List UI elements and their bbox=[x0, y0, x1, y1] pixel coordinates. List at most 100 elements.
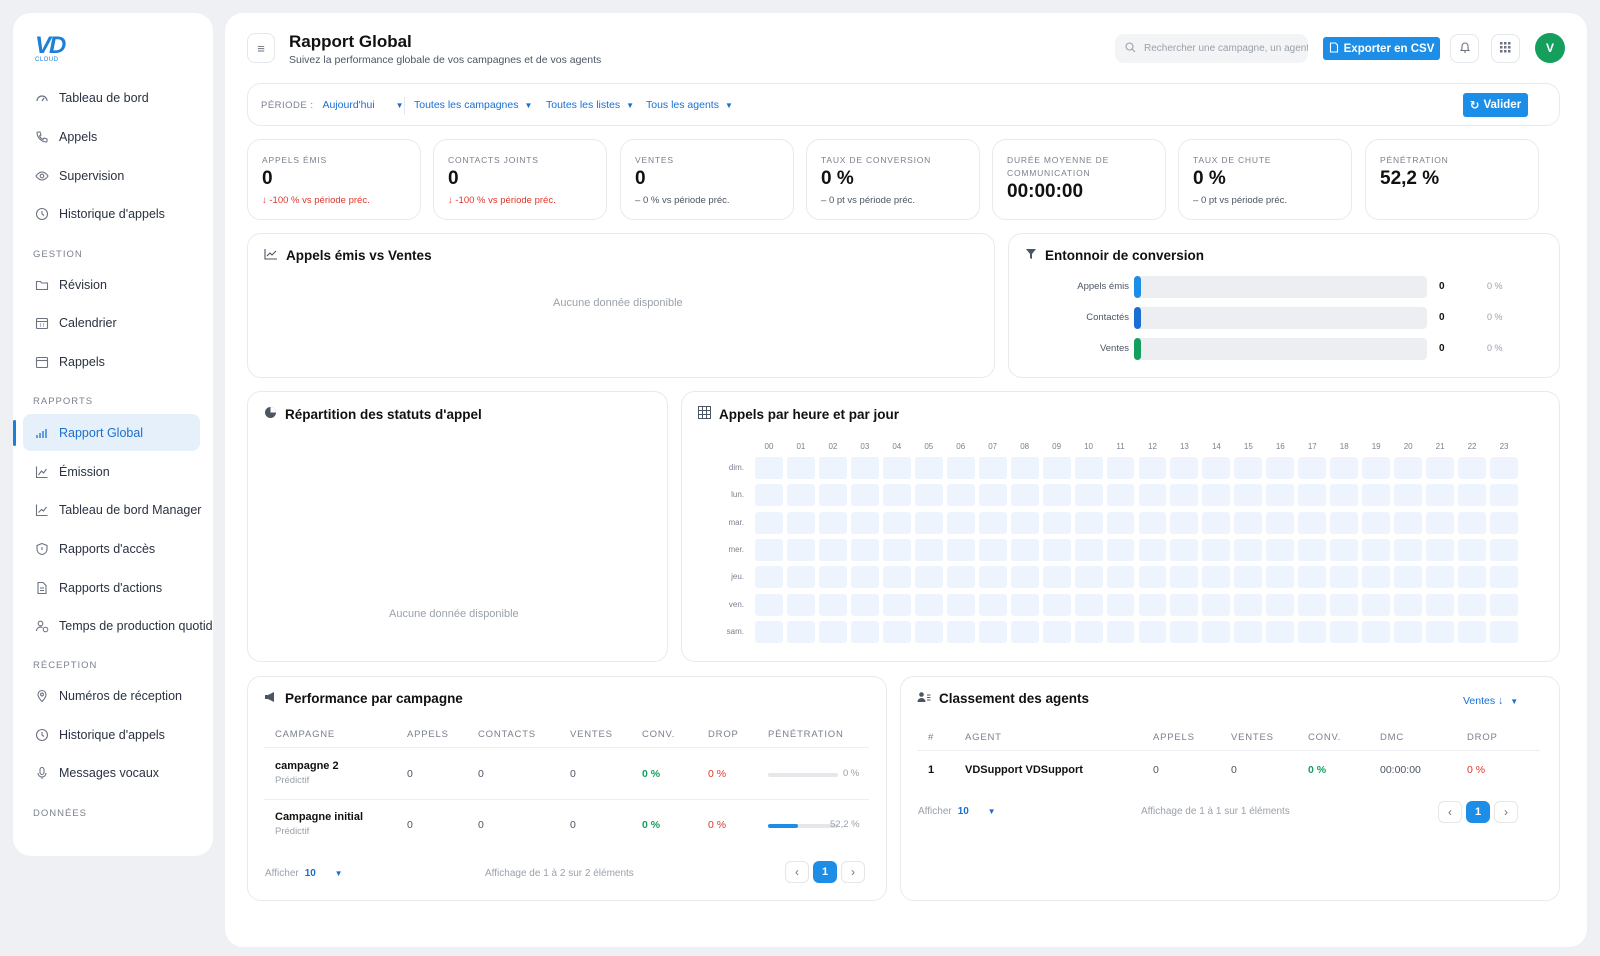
heatmap-cell[interactable] bbox=[1106, 538, 1135, 561]
heatmap-cell[interactable] bbox=[1266, 457, 1295, 479]
heatmap-cell[interactable] bbox=[786, 484, 815, 507]
sidebar-item-call-history[interactable]: Historique d'appels bbox=[23, 195, 200, 232]
heatmap-cell[interactable] bbox=[1010, 484, 1039, 507]
heatmap-cell[interactable] bbox=[1426, 457, 1455, 479]
heatmap-cell[interactable] bbox=[1202, 538, 1231, 561]
heatmap-cell[interactable] bbox=[1010, 538, 1039, 561]
heatmap-cell[interactable] bbox=[1234, 538, 1263, 561]
heatmap-cell[interactable] bbox=[1234, 620, 1263, 643]
heatmap-cell[interactable] bbox=[946, 538, 975, 561]
heatmap-cell[interactable] bbox=[1202, 593, 1231, 616]
heatmap-cell[interactable] bbox=[946, 484, 975, 507]
prev-page-button[interactable]: ‹ bbox=[785, 861, 809, 883]
heatmap-cell[interactable] bbox=[946, 566, 975, 589]
heatmap-cell[interactable] bbox=[1330, 593, 1359, 616]
column-header[interactable]: DMC bbox=[1380, 732, 1405, 743]
heatmap-cell[interactable] bbox=[978, 457, 1007, 479]
page-button[interactable]: 1 bbox=[1466, 801, 1490, 823]
heatmap-cell[interactable] bbox=[850, 457, 879, 479]
heatmap-cell[interactable] bbox=[1394, 484, 1423, 507]
heatmap-cell[interactable] bbox=[1106, 484, 1135, 507]
sidebar-item-reception-numbers[interactable]: Numéros de réception bbox=[23, 677, 200, 714]
page-size-select[interactable]: Afficher 10 ▼ bbox=[918, 806, 996, 817]
heatmap-cell[interactable] bbox=[882, 511, 911, 534]
heatmap-cell[interactable] bbox=[978, 484, 1007, 507]
heatmap-cell[interactable] bbox=[914, 511, 943, 534]
heatmap-cell[interactable] bbox=[850, 538, 879, 561]
heatmap-cell[interactable] bbox=[1362, 620, 1391, 643]
heatmap-cell[interactable] bbox=[1010, 593, 1039, 616]
heatmap-cell[interactable] bbox=[1106, 566, 1135, 589]
heatmap-cell[interactable] bbox=[1138, 538, 1167, 561]
heatmap-cell[interactable] bbox=[914, 620, 943, 643]
heatmap-cell[interactable] bbox=[1170, 593, 1199, 616]
heatmap-cell[interactable] bbox=[1266, 620, 1295, 643]
heatmap-cell[interactable] bbox=[1330, 566, 1359, 589]
heatmap-cell[interactable] bbox=[914, 538, 943, 561]
heatmap-cell[interactable] bbox=[850, 566, 879, 589]
sidebar-item-calendar[interactable]: Calendrier bbox=[23, 304, 200, 341]
column-header[interactable]: CAMPAGNE bbox=[275, 729, 336, 740]
heatmap-cell[interactable] bbox=[1170, 511, 1199, 534]
heatmap-cell[interactable] bbox=[755, 593, 783, 616]
heatmap-cell[interactable] bbox=[1490, 538, 1518, 561]
heatmap-cell[interactable] bbox=[1362, 538, 1391, 561]
heatmap-cell[interactable] bbox=[1362, 457, 1391, 479]
avatar[interactable]: V bbox=[1535, 33, 1565, 63]
sidebar-item-revision[interactable]: Révision bbox=[23, 266, 200, 303]
heatmap-cell[interactable] bbox=[755, 566, 783, 589]
sidebar-item-emission[interactable]: Émission bbox=[23, 453, 200, 490]
column-header[interactable]: VENTES bbox=[1231, 732, 1274, 743]
heatmap-cell[interactable] bbox=[882, 457, 911, 479]
heatmap-cell[interactable] bbox=[1458, 457, 1487, 479]
campaigns-filter[interactable]: Toutes les campagnes ▼ bbox=[414, 99, 532, 111]
heatmap-cell[interactable] bbox=[1394, 511, 1423, 534]
heatmap-cell[interactable] bbox=[1170, 484, 1199, 507]
heatmap-cell[interactable] bbox=[818, 620, 847, 643]
heatmap-cell[interactable] bbox=[850, 620, 879, 643]
heatmap-cell[interactable] bbox=[978, 566, 1007, 589]
heatmap-cell[interactable] bbox=[1202, 511, 1231, 534]
heatmap-cell[interactable] bbox=[1042, 511, 1071, 534]
heatmap-cell[interactable] bbox=[1202, 457, 1231, 479]
heatmap-cell[interactable] bbox=[1170, 538, 1199, 561]
sidebar-item-reception-history[interactable]: Historique d'appels bbox=[23, 716, 200, 753]
heatmap-cell[interactable] bbox=[978, 620, 1007, 643]
heatmap-cell[interactable] bbox=[1170, 620, 1199, 643]
heatmap-cell[interactable] bbox=[1010, 457, 1039, 479]
column-header[interactable]: AGENT bbox=[965, 732, 1002, 743]
heatmap-cell[interactable] bbox=[1458, 593, 1487, 616]
heatmap-cell[interactable] bbox=[1394, 620, 1423, 643]
brand-logo[interactable]: VD CLOUD bbox=[35, 33, 69, 75]
heatmap-cell[interactable] bbox=[1138, 593, 1167, 616]
column-header[interactable]: DROP bbox=[1467, 732, 1498, 743]
heatmap-cell[interactable] bbox=[1234, 457, 1263, 479]
heatmap-cell[interactable] bbox=[1138, 484, 1167, 507]
heatmap-cell[interactable] bbox=[1074, 457, 1103, 479]
heatmap-cell[interactable] bbox=[1106, 593, 1135, 616]
campaign-name[interactable]: campagne 2 bbox=[275, 760, 339, 772]
heatmap-cell[interactable] bbox=[914, 457, 943, 479]
heatmap-cell[interactable] bbox=[1394, 593, 1423, 616]
heatmap-cell[interactable] bbox=[818, 457, 847, 479]
heatmap-cell[interactable] bbox=[1362, 511, 1391, 534]
heatmap-cell[interactable] bbox=[1138, 511, 1167, 534]
heatmap-cell[interactable] bbox=[946, 457, 975, 479]
heatmap-cell[interactable] bbox=[1074, 620, 1103, 643]
heatmap-cell[interactable] bbox=[1490, 511, 1518, 534]
page-size-select[interactable]: Afficher 10 ▼ bbox=[265, 868, 343, 879]
heatmap-cell[interactable] bbox=[850, 511, 879, 534]
period-filter[interactable]: PÉRIODE : Aujourd'hui ▼ bbox=[261, 99, 404, 111]
heatmap-cell[interactable] bbox=[1010, 620, 1039, 643]
heatmap-cell[interactable] bbox=[1042, 457, 1071, 479]
next-page-button[interactable]: › bbox=[1494, 801, 1518, 823]
heatmap-cell[interactable] bbox=[1138, 566, 1167, 589]
heatmap-cell[interactable] bbox=[1298, 620, 1327, 643]
heatmap-cell[interactable] bbox=[882, 538, 911, 561]
heatmap-cell[interactable] bbox=[1458, 511, 1487, 534]
sidebar-item-global-report[interactable]: Rapport Global bbox=[23, 414, 200, 451]
sidebar-item-daily-production-time[interactable]: Temps de production quotidien bbox=[23, 607, 213, 644]
heatmap-cell[interactable] bbox=[1298, 538, 1327, 561]
heatmap-cell[interactable] bbox=[1362, 566, 1391, 589]
heatmap-cell[interactable] bbox=[818, 538, 847, 561]
